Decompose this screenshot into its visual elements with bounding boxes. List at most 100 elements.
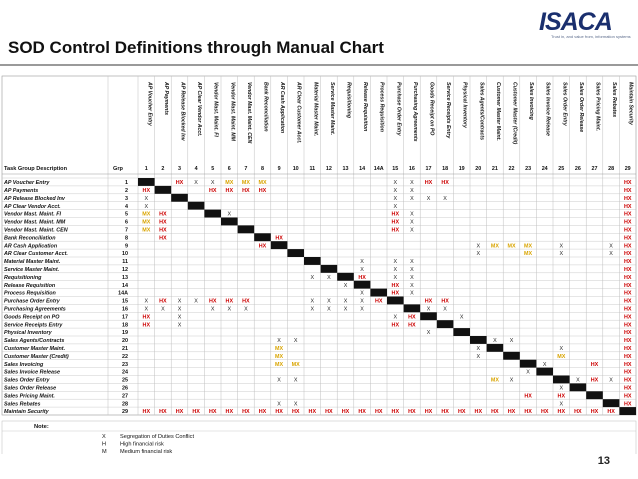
conflict-cell: HX: [624, 386, 632, 392]
diagonal-cell: [337, 272, 354, 281]
column-number: 14: [359, 166, 365, 172]
column-header: Sales Rebates: [611, 82, 617, 117]
conflict-cell: X: [609, 378, 613, 384]
conflict-cell: HX: [624, 401, 632, 407]
row-group-number: 14: [122, 283, 128, 289]
conflict-cell: X: [310, 275, 314, 281]
slide-header: ISACA Trust in, and value from, informat…: [0, 0, 638, 76]
conflict-cell: HX: [624, 346, 632, 352]
conflict-cell: X: [393, 204, 397, 210]
row-label: Sales Rebates: [4, 401, 41, 407]
conflict-cell: HX: [143, 188, 151, 194]
conflict-cell: X: [526, 370, 530, 376]
diagonal-cell: [187, 201, 205, 210]
conflict-cell: HX: [209, 409, 217, 415]
conflict-cell: HX: [624, 204, 632, 210]
conflict-cell: HX: [325, 409, 333, 415]
column-number: 12: [326, 166, 332, 172]
column-header: AP Payments: [163, 81, 169, 115]
conflict-cell: HX: [358, 275, 366, 281]
column-header: Goods Receipt on PO: [429, 82, 435, 135]
conflict-cell: HX: [259, 243, 267, 249]
column-header: Purchase Order Entry: [395, 82, 401, 137]
row-group-number: 17: [122, 314, 128, 320]
conflict-cell: HX: [458, 409, 466, 415]
conflict-cell: HX: [441, 299, 449, 305]
conflict-cell: X: [410, 228, 414, 234]
row-label: Release Requisition: [4, 283, 56, 289]
column-header: Sales Order Release: [578, 82, 584, 132]
conflict-cell: HX: [624, 196, 632, 202]
diagonal-cell: [453, 328, 470, 336]
row-label: AP Voucher Entry: [3, 180, 50, 186]
column-header: AP Clear Vendor Acct.: [196, 81, 202, 136]
row-label: Service Receipts Entry: [4, 322, 63, 328]
conflict-cell: HX: [392, 291, 400, 297]
conflict-cell: MX: [142, 228, 150, 234]
conflict-cell: X: [178, 314, 182, 320]
conflict-cell: MX: [225, 180, 233, 186]
column-header: Customer Master (Credit): [512, 82, 518, 145]
row-group-number: 14A: [118, 291, 128, 297]
conflict-cell: X: [443, 307, 447, 313]
conflict-cell: X: [294, 401, 298, 407]
diagonal-cell: [470, 336, 487, 344]
conflict-cell: HX: [624, 220, 632, 226]
conflict-cell: X: [360, 291, 364, 297]
conflict-cell: HX: [242, 188, 250, 194]
column-header: Sales Order Entry: [561, 82, 567, 127]
conflict-cell: MX: [491, 243, 499, 249]
conflict-cell: X: [427, 330, 431, 336]
conflict-cell: X: [410, 180, 414, 186]
column-number: 7: [244, 166, 247, 172]
conflict-cell: HX: [226, 188, 234, 194]
row-label: Purchasing Agreements: [4, 307, 66, 313]
legend-text: Medium financial risk: [120, 449, 172, 454]
row-group-number: 24: [122, 370, 128, 376]
row-group-number: 19: [122, 330, 128, 336]
conflict-cell: X: [344, 299, 348, 305]
conflict-cell: HX: [624, 235, 632, 241]
diagonal-cell: [436, 320, 454, 329]
column-header: Maintain Security: [628, 82, 634, 126]
row-group-number: 29: [122, 409, 128, 415]
sod-matrix: AP Voucher Entry AP Payments AP Release Bl…: [1, 75, 637, 454]
row-group-number: 6: [125, 220, 128, 226]
conflict-cell: X: [476, 243, 480, 249]
conflict-cell: HX: [143, 409, 151, 415]
row-group-number: 5: [125, 212, 128, 218]
column-header: AP Release Blocked Inv: [180, 81, 186, 142]
conflict-cell: HX: [624, 330, 632, 336]
conflict-cell: HX: [524, 409, 532, 415]
column-header: AR Clear Customer Acct.: [296, 81, 302, 144]
isaca-logo: ISACA Trust in, and value from, informat…: [529, 6, 631, 42]
conflict-cell: HX: [358, 409, 366, 415]
conflict-cell: HX: [624, 228, 632, 234]
conflict-cell: MX: [491, 378, 499, 384]
conflict-cell: X: [277, 338, 281, 344]
row-group-number: 25: [122, 378, 128, 384]
conflict-cell: HX: [408, 322, 416, 328]
conflict-cell: X: [360, 259, 364, 265]
conflict-cell: HX: [375, 409, 383, 415]
column-number: 11: [309, 166, 315, 172]
diagonal-cell: [602, 399, 620, 408]
conflict-cell: X: [227, 307, 231, 313]
conflict-cell: HX: [159, 409, 167, 415]
diagonal-cell: [553, 375, 570, 384]
column-number: 6: [228, 166, 231, 172]
conflict-cell: X: [476, 251, 480, 257]
conflict-cell: HX: [591, 409, 599, 415]
conflict-cell: HX: [624, 188, 632, 194]
conflict-cell: MX: [524, 251, 532, 257]
conflict-cell: HX: [209, 299, 217, 305]
conflict-cell: HX: [624, 370, 632, 376]
column-header: Sales Pricing Maint.: [595, 82, 601, 131]
column-number: 28: [608, 166, 614, 172]
conflict-cell: X: [344, 307, 348, 313]
conflict-cell: X: [161, 307, 165, 313]
conflict-cell: X: [310, 299, 314, 305]
column-number: 8: [261, 166, 264, 172]
conflict-cell: HX: [159, 299, 167, 305]
column-number: 29: [625, 166, 631, 172]
